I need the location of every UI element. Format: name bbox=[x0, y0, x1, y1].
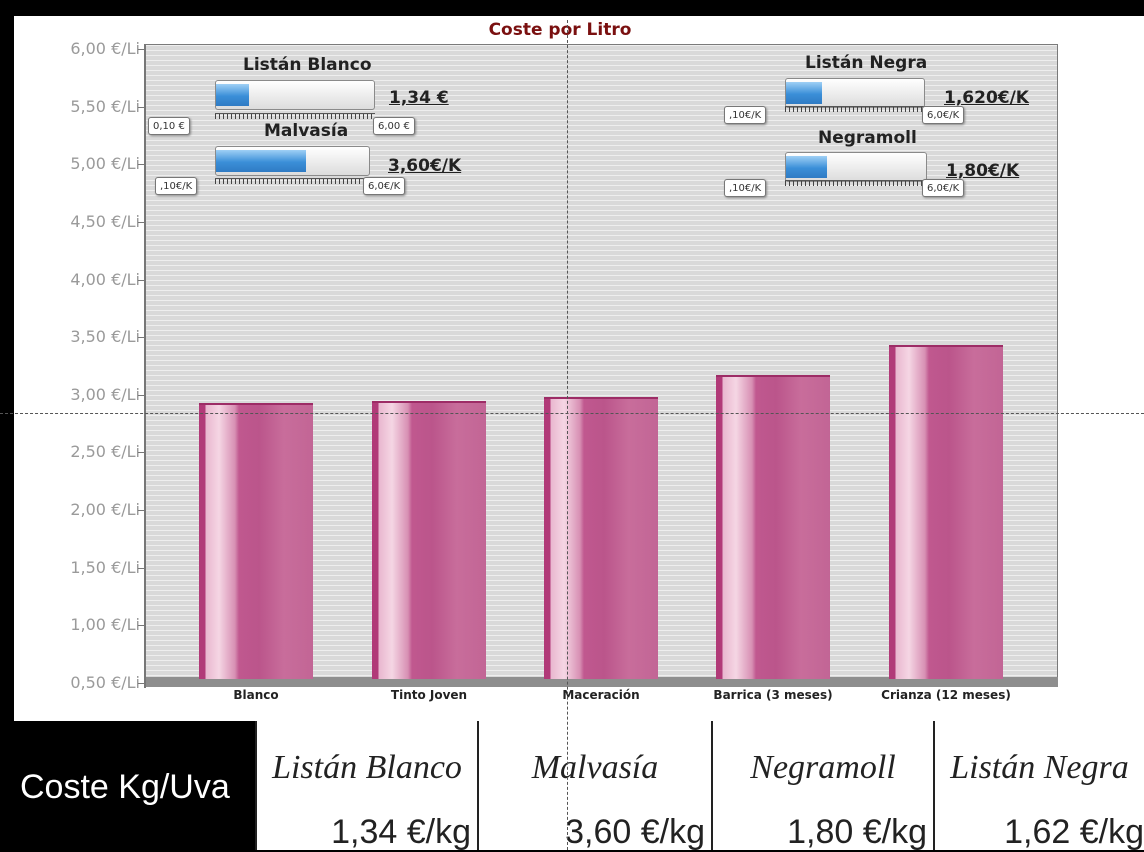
gauge-fill bbox=[216, 150, 307, 172]
gauge-title: Malvasía bbox=[264, 121, 349, 141]
cost-cell: Listán Negra 1,62 €/kg bbox=[933, 721, 1144, 851]
gauge-scale bbox=[215, 113, 375, 119]
y-tick-mark bbox=[138, 567, 146, 569]
gauge-fill bbox=[786, 156, 827, 178]
gauge-fill bbox=[216, 84, 250, 106]
bar bbox=[716, 375, 830, 679]
gauge-track bbox=[215, 80, 375, 110]
crosshair-horizontal bbox=[0, 413, 1144, 414]
y-tick-mark bbox=[138, 106, 146, 108]
x-category-label: Maceración bbox=[562, 688, 640, 702]
gauge-value: 1,620€/K bbox=[944, 88, 1029, 108]
cost-cell: Listán Blanco 1,34 €/kg bbox=[255, 721, 477, 851]
y-tick-label: 4,00 €/Li bbox=[70, 269, 140, 289]
y-tick-label: 5,50 €/Li bbox=[70, 96, 140, 116]
gauge-title: Listán Negra bbox=[805, 53, 928, 73]
chart-title: Coste por Litro bbox=[488, 20, 632, 40]
bar bbox=[199, 402, 313, 679]
cost-cell: Negramoll 1,80 €/kg bbox=[711, 721, 933, 851]
cost-cell: Malvasía 3,60 €/kg bbox=[477, 721, 711, 851]
x-category-label: Tinto Joven bbox=[390, 688, 468, 702]
y-tick-mark bbox=[138, 510, 146, 512]
gauge-min-label: ,10€/K bbox=[155, 177, 198, 195]
bar-top bbox=[889, 345, 1003, 348]
y-tick-mark bbox=[138, 279, 146, 281]
y-tick-mark bbox=[138, 394, 146, 396]
cost-table-label: Coste Kg/Uva bbox=[20, 768, 230, 806]
y-tick-mark bbox=[138, 164, 146, 166]
cost-cell-value: 1,34 €/kg bbox=[331, 813, 471, 851]
cost-cell-value: 1,62 €/kg bbox=[1004, 813, 1144, 851]
y-tick-mark bbox=[138, 452, 146, 454]
y-tick-label: 2,50 €/Li bbox=[70, 442, 140, 462]
y-tick-label: 4,50 €/Li bbox=[70, 211, 140, 231]
gauge-min-label: 0,10 € bbox=[148, 117, 190, 135]
gauge-min-label: ,10€/K bbox=[724, 179, 767, 197]
y-tick-label: 3,00 €/Li bbox=[70, 384, 140, 404]
gauge-fill bbox=[786, 82, 822, 104]
bar bbox=[372, 400, 486, 679]
gauge-scale bbox=[785, 180, 927, 186]
bar bbox=[889, 345, 1003, 679]
y-tick-label: 5,00 €/Li bbox=[70, 154, 140, 174]
x-category-label: Blanco bbox=[233, 688, 279, 702]
x-category-label: Crianza (12 meses) bbox=[881, 688, 1011, 702]
gauge-track bbox=[785, 152, 927, 182]
bar-top bbox=[716, 375, 830, 378]
cost-cell-name: Negramoll bbox=[750, 749, 896, 786]
bar-top bbox=[199, 402, 313, 405]
gauge-track bbox=[785, 78, 925, 108]
y-tick-mark bbox=[138, 625, 146, 627]
y-tick-mark bbox=[138, 683, 146, 684]
gauge-max-label: 6,00 € bbox=[373, 117, 415, 135]
gauge-value: 3,60€/K bbox=[388, 156, 462, 176]
gauge-scale bbox=[215, 178, 370, 184]
y-tick-mark bbox=[138, 49, 146, 50]
y-tick-label: 1,50 €/Li bbox=[70, 557, 140, 577]
gauge-min-label: ,10€/K bbox=[724, 106, 767, 124]
gauge-value: 1,80€/K bbox=[946, 161, 1020, 181]
y-tick-label: 3,50 €/Li bbox=[70, 327, 140, 347]
gauge-title: Negramoll bbox=[818, 128, 917, 148]
cost-cell-name: Listán Blanco bbox=[272, 749, 462, 786]
bar-top bbox=[372, 400, 486, 403]
cost-cell-value: 3,60 €/kg bbox=[565, 813, 705, 851]
y-tick-mark bbox=[138, 221, 146, 223]
x-category-label: Barrica (3 meses) bbox=[713, 688, 833, 702]
y-tick-label: 0,50 €/Li bbox=[70, 673, 140, 692]
bar-top bbox=[544, 397, 658, 400]
bar bbox=[544, 397, 658, 679]
gauge-max-label: 6,0€/K bbox=[363, 177, 406, 195]
gauge-track bbox=[215, 146, 370, 176]
gauge-value: 1,34 € bbox=[389, 88, 449, 108]
cost-cell-name: Listán Negra bbox=[950, 749, 1129, 786]
y-tick-mark bbox=[138, 337, 146, 339]
cost-cell-name: Malvasía bbox=[531, 749, 659, 786]
gauge-title: Listán Blanco bbox=[243, 55, 372, 75]
plot-floor bbox=[145, 677, 1058, 687]
gauge-scale bbox=[785, 106, 925, 112]
crosshair-vertical bbox=[567, 20, 568, 850]
gauge-max-label: 6,0€/K bbox=[922, 106, 965, 124]
cost-table-header: Coste Kg/Uva bbox=[0, 721, 255, 850]
gauge-max-label: 6,0€/K bbox=[922, 179, 965, 197]
y-tick-label: 1,00 €/Li bbox=[70, 615, 140, 635]
y-axis-line bbox=[144, 44, 146, 688]
y-tick-label: 6,00 €/Li bbox=[70, 39, 140, 58]
cost-cell-value: 1,80 €/kg bbox=[787, 813, 927, 851]
y-tick-label: 2,00 €/Li bbox=[70, 500, 140, 520]
